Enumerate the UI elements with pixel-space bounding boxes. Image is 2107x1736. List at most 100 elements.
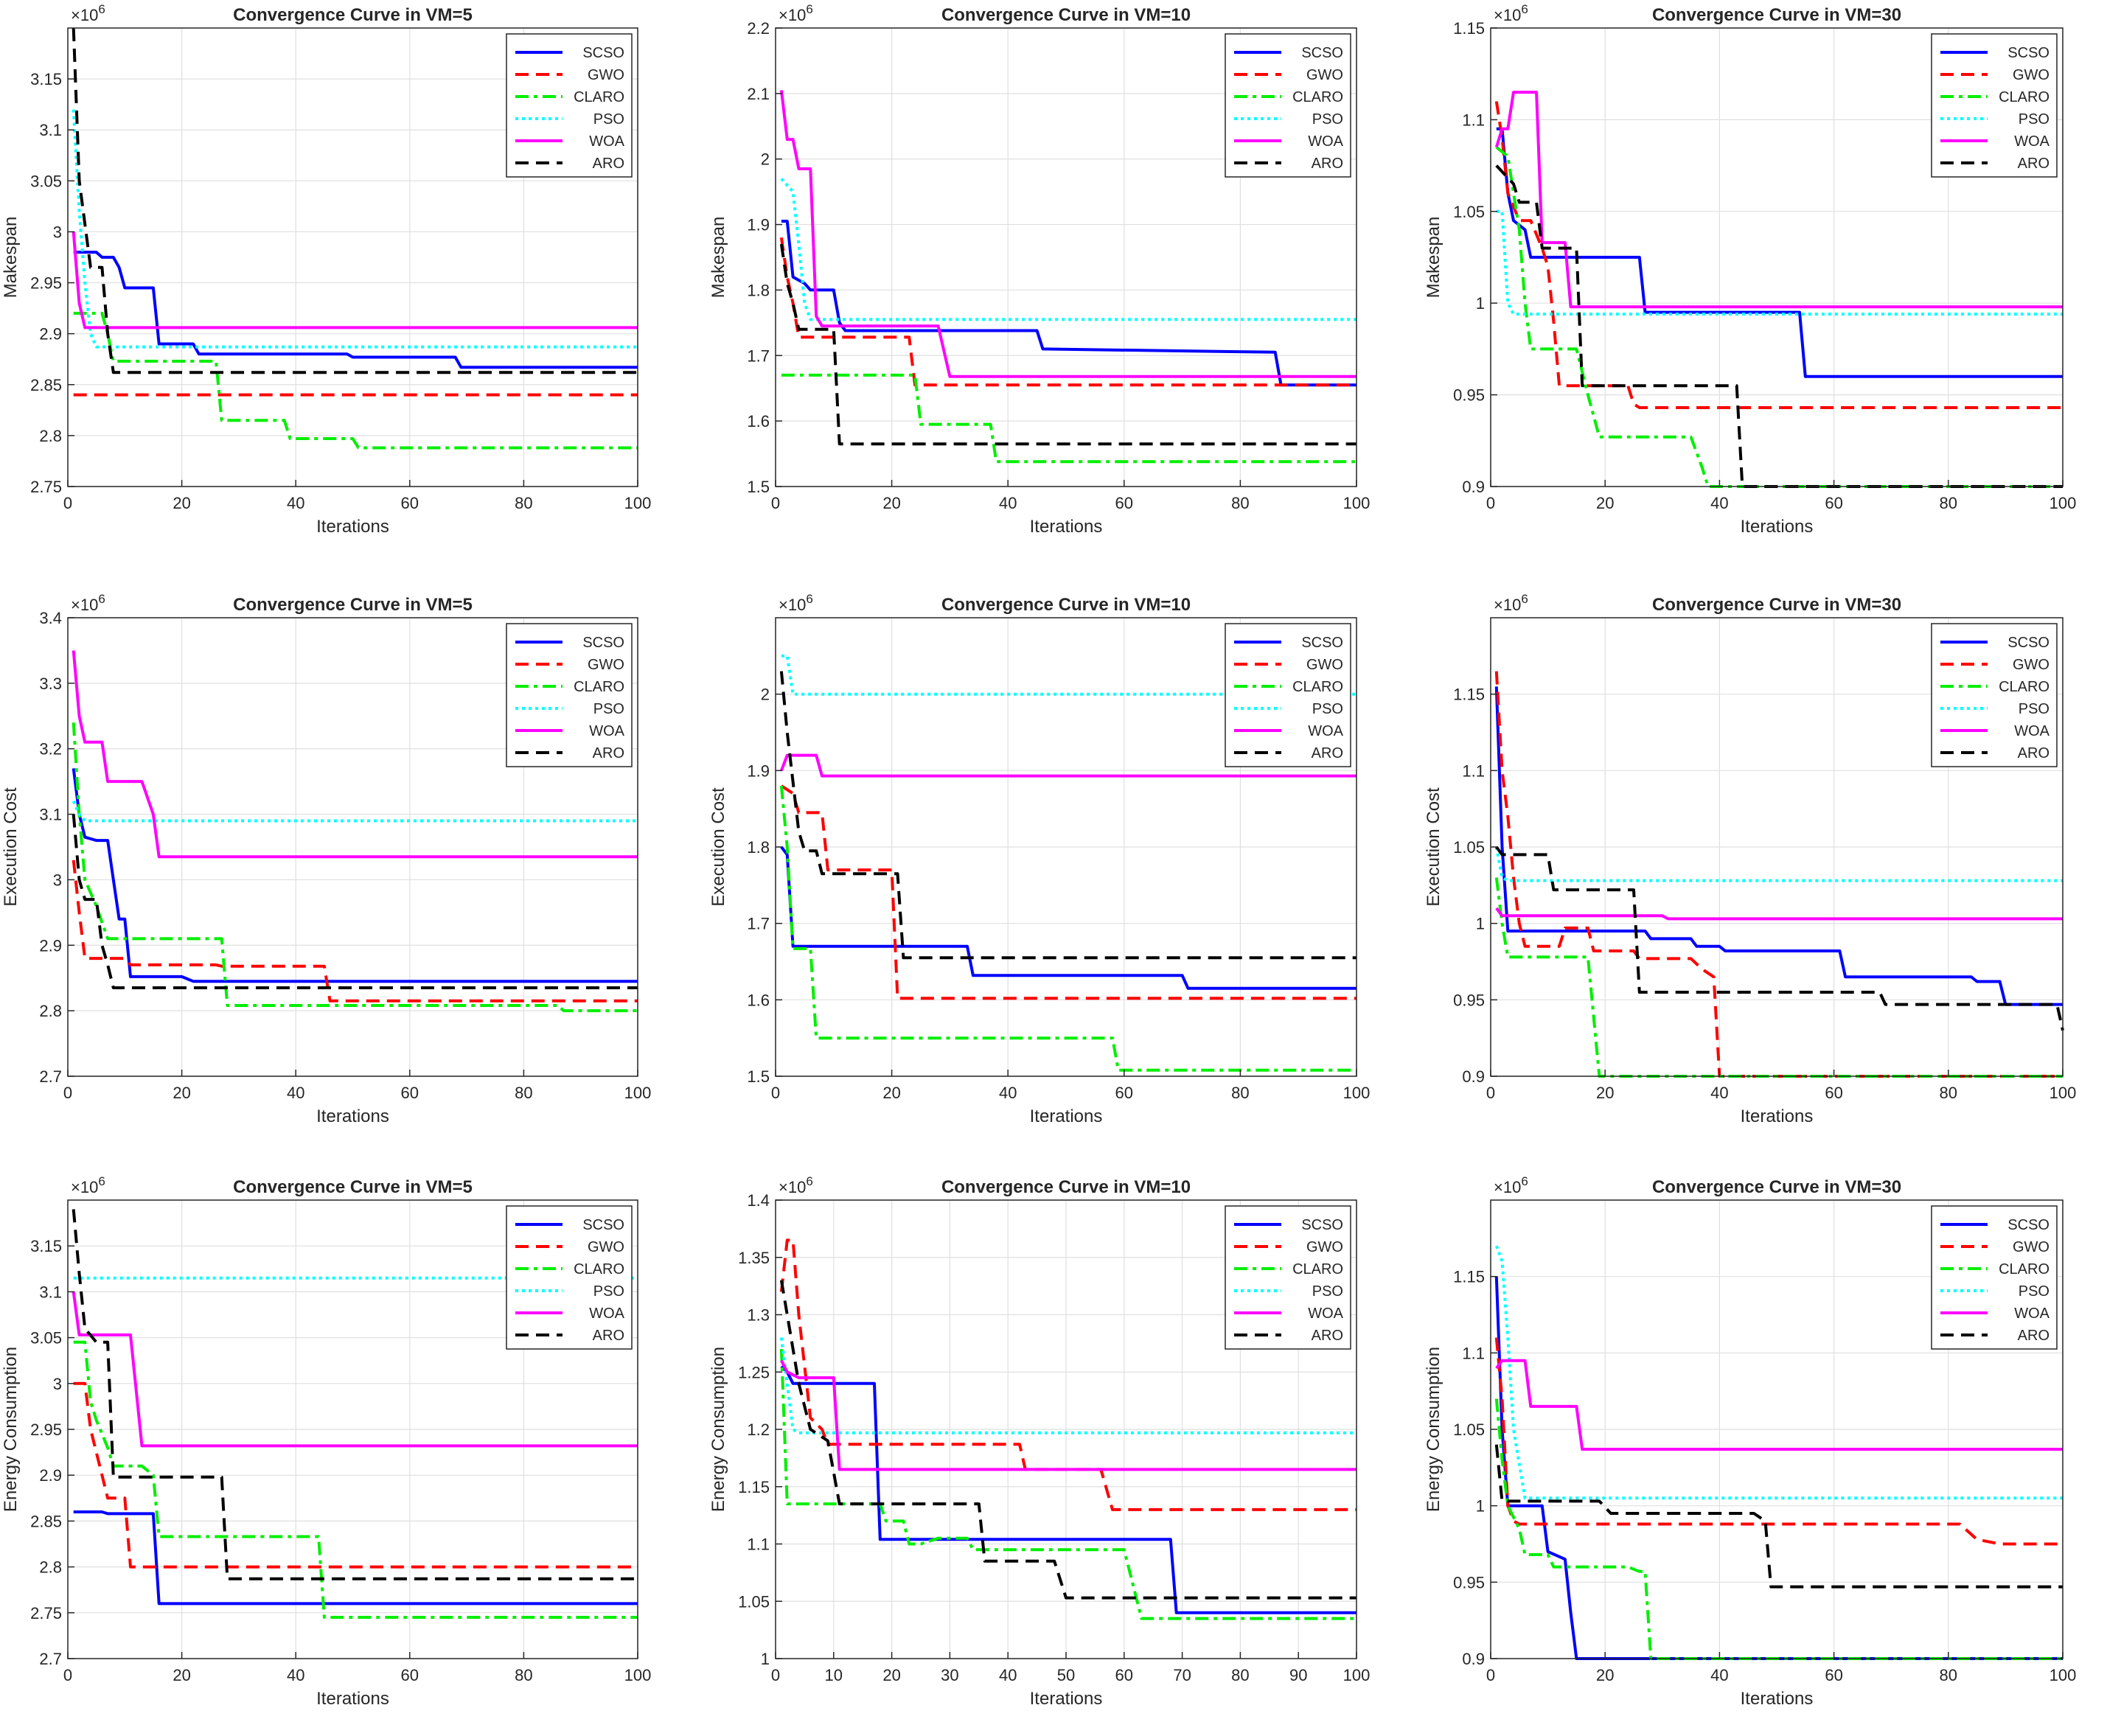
series-line-gwo [779, 1238, 1357, 1511]
legend-label: GWO [1306, 657, 1343, 673]
chart-title: Convergence Curve in VM=10 [941, 5, 1191, 25]
x-tick-label: 20 [173, 1666, 190, 1684]
x-tick-label: 40 [1710, 1666, 1728, 1684]
x-tick-label: 60 [1825, 494, 1842, 512]
legend-label: WOA [1308, 1306, 1343, 1322]
x-tick-label: 40 [999, 1666, 1017, 1684]
x-tick-label: 60 [1115, 1084, 1133, 1102]
legend-label: WOA [589, 133, 624, 150]
y-tick-label: 1.15 [1453, 686, 1485, 704]
y-tick-label: 1.9 [747, 216, 770, 234]
x-tick-label: 60 [401, 1666, 419, 1684]
legend-label: SCSO [582, 1217, 624, 1233]
series-line-woa [1494, 91, 2063, 309]
y-axis-label: Execution Cost [1, 787, 21, 907]
series-line-claro [73, 1340, 638, 1619]
x-tick-label: 0 [63, 1666, 72, 1684]
legend-box [506, 33, 633, 178]
series-line-claro [72, 722, 638, 1013]
y-axis-label: Energy Consumption [1, 1347, 21, 1512]
legend-box [1225, 33, 1351, 178]
y-tick-label: 3.05 [30, 1329, 62, 1348]
x-tick-label: 80 [515, 494, 532, 512]
x-tick-label: 40 [287, 494, 304, 512]
legend-label: CLARO [1292, 89, 1343, 105]
legend-label: CLARO [1999, 89, 2049, 105]
exponent-base: ×10 [779, 6, 806, 24]
series-line-pso [72, 109, 638, 349]
chart-title: Convergence Curve in VM=10 [941, 1177, 1191, 1197]
legend-label: GWO [2013, 67, 2049, 83]
x-tick-label: 80 [1231, 494, 1249, 512]
y-tick-label: 1 [1476, 915, 1485, 933]
chart-title: Convergence Curve in VM=5 [233, 595, 473, 615]
series-line-pso [779, 1337, 1357, 1435]
x-tick-label: 100 [1343, 494, 1371, 512]
legend-box [506, 623, 633, 767]
series-line-pso [1494, 846, 2063, 882]
series-line-claro [779, 785, 1357, 1072]
legend-label: ARO [2018, 156, 2049, 172]
y-tick-label: 2.75 [30, 478, 62, 496]
legend-label: GWO [588, 67, 624, 83]
x-tick-label: 0 [1486, 1666, 1495, 1684]
x-tick-label: 60 [401, 494, 419, 512]
y-tick-label: 2.7 [39, 1650, 62, 1668]
y-tick-label: 0.95 [1453, 991, 1485, 1009]
x-axis-label: Iterations [316, 517, 389, 537]
legend: SCSO GWO CLARO PSO WOA ARO [1225, 623, 1351, 767]
y-tick-label: 1.4 [747, 1191, 770, 1210]
legend-label: CLARO [574, 1261, 624, 1277]
chart-title: Convergence Curve in VM=30 [1652, 5, 1901, 25]
y-tick-label: 1.6 [747, 991, 770, 1009]
x-tick-label: 0 [771, 1084, 780, 1102]
y-tick-label: 1.7 [747, 346, 770, 365]
legend-box [1225, 623, 1351, 767]
chart-svg: 0 20 40 60 80 100 2.7 2.75 2.8 2.85 2.9 2.95 3 3.05 3.… [1, 1174, 651, 1709]
y-tick-label: 2.8 [39, 1558, 62, 1577]
y-tick-label: 2.9 [39, 325, 62, 344]
x-tick-label: 40 [999, 1084, 1017, 1102]
exponent-power: 6 [98, 592, 105, 606]
y-tick-label: 1.8 [747, 838, 770, 857]
y-tick-label: 1.25 [738, 1363, 770, 1381]
chart-panel-5: 0 20 40 60 80 100 1.5 1.6 1.7 1.8 1.9 2 ×106 Converge… [708, 590, 1401, 1150]
y-tick-label: 2.85 [30, 376, 62, 394]
y-tick-label: 0.95 [1453, 386, 1485, 405]
legend-label: PSO [2019, 111, 2049, 128]
series-line-gwo [72, 860, 638, 1003]
x-tick-label: 80 [1940, 494, 1957, 512]
legend-label: CLARO [1999, 1261, 2049, 1277]
exponent-base: ×10 [1494, 596, 1521, 614]
legend-label: CLARO [1999, 679, 2049, 695]
axes-box [67, 27, 638, 487]
legend: SCSO GWO CLARO PSO WOA ARO [1931, 623, 2058, 767]
x-tick-label: 40 [1710, 1084, 1728, 1102]
y-tick-label: 3.3 [39, 674, 62, 693]
chart-svg: 0 10 20 30 40 50 60 70 80 90 100 1 1.05 1.1 1.15 1.2 1.2… [708, 1174, 1370, 1709]
legend-label: PSO [1312, 701, 1343, 717]
x-tick-label: 20 [173, 494, 190, 512]
series-line-pso [1496, 209, 2063, 316]
exponent-power: 6 [98, 2, 105, 16]
y-tick-label: 2.95 [30, 274, 62, 293]
exponent-base: ×10 [779, 1178, 806, 1196]
series-line-woa [780, 1359, 1357, 1471]
y-tick-label: 1.1 [1462, 1344, 1485, 1362]
axes-box [1490, 27, 2064, 487]
exponent-power: 6 [1521, 592, 1528, 606]
x-tick-label: 100 [1343, 1084, 1371, 1102]
chart-svg: 0 20 40 60 80 100 2.75 2.8 2.85 2.9 2.95 3 3.05 3.1 3.… [1, 2, 651, 537]
legend-label: WOA [1308, 723, 1343, 739]
y-tick-label: 3.2 [39, 740, 62, 759]
axis-exponent: ×106 [71, 2, 105, 24]
x-tick-label: 10 [825, 1666, 843, 1684]
exponent-power: 6 [806, 592, 812, 606]
x-tick-label: 20 [1596, 494, 1614, 512]
x-tick-label: 100 [2049, 1666, 2077, 1684]
x-tick-label: 40 [1710, 494, 1728, 512]
x-tick-label: 30 [941, 1666, 958, 1684]
y-tick-label: 1.15 [1453, 19, 1485, 38]
legend-label: GWO [2013, 657, 2049, 673]
legend-label: SCSO [2007, 45, 2049, 61]
